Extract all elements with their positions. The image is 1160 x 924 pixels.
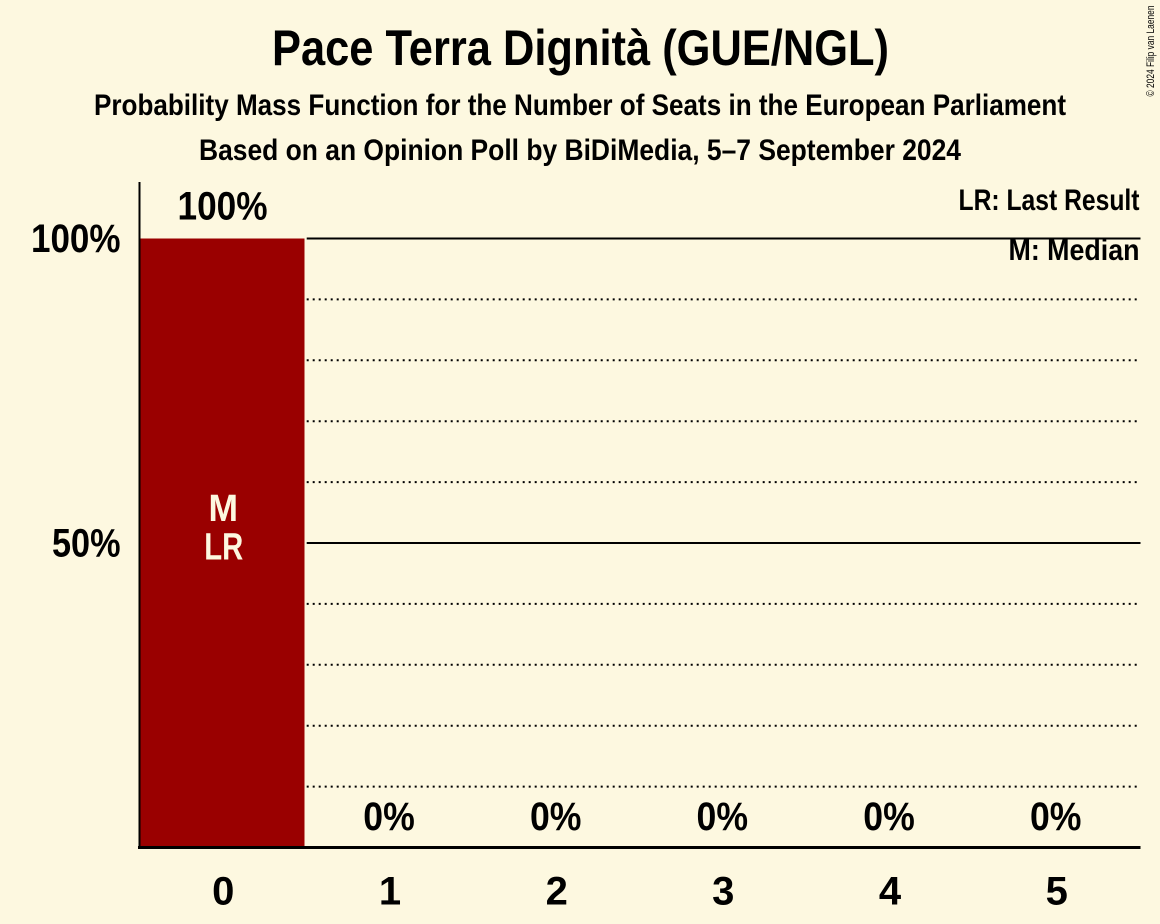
- svg-text:0: 0: [212, 870, 234, 914]
- svg-text:100%: 100%: [178, 184, 268, 228]
- svg-text:3: 3: [712, 870, 734, 914]
- svg-text:0%: 0%: [363, 795, 415, 839]
- svg-text:4: 4: [879, 870, 902, 914]
- svg-text:LR: LR: [204, 526, 243, 568]
- svg-text:5: 5: [1046, 870, 1068, 914]
- svg-text:50%: 50%: [52, 521, 121, 565]
- svg-text:Probability Mass Function for: Probability Mass Function for the Number…: [94, 89, 1066, 122]
- svg-text:M: M: [209, 488, 239, 530]
- svg-text:0%: 0%: [1030, 795, 1082, 839]
- svg-text:0%: 0%: [697, 795, 749, 839]
- svg-text:Pace Terra Dignità (GUE/NGL): Pace Terra Dignità (GUE/NGL): [272, 20, 889, 76]
- svg-text:LR: Last Result: LR: Last Result: [959, 184, 1140, 217]
- svg-text:1: 1: [379, 870, 401, 914]
- svg-text:100%: 100%: [31, 217, 121, 261]
- svg-text:Based on an Opinion Poll by Bi: Based on an Opinion Poll by BiDiMedia, 5…: [199, 134, 961, 167]
- svg-text:© 2024 Filip van Laenen: © 2024 Filip van Laenen: [1145, 6, 1157, 97]
- svg-text:0%: 0%: [530, 795, 582, 839]
- svg-text:0%: 0%: [863, 795, 915, 839]
- svg-text:2: 2: [546, 870, 568, 914]
